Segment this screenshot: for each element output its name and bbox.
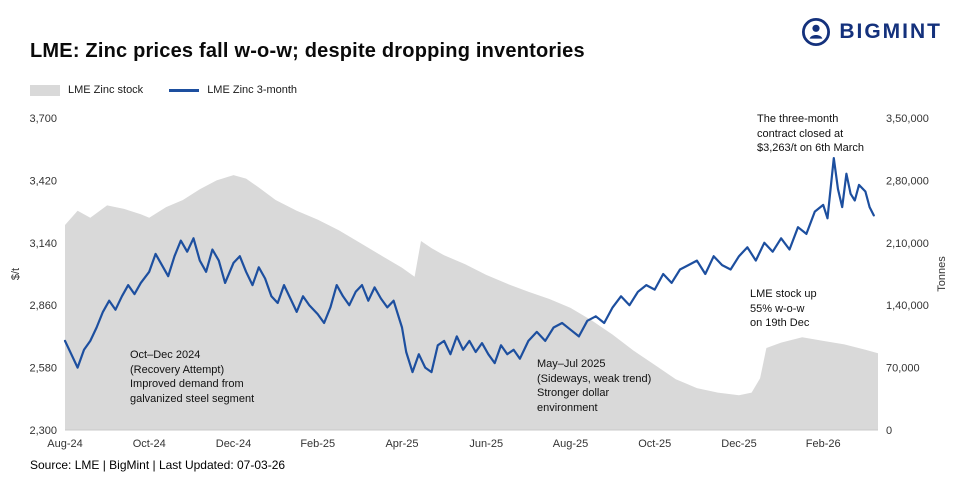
legend-item-zinc-stock: LME Zinc stock: [30, 84, 143, 96]
right-axis-tick-label: 3,50,000: [886, 113, 929, 125]
legend-swatch-line: [169, 88, 200, 92]
bigmint-logo-text: BIGMINT: [839, 20, 942, 43]
right-axis-tick-label: 70,000: [886, 363, 920, 375]
right-axis-title: Tonnes: [936, 256, 948, 292]
x-axis-tick-label: Oct-25: [638, 438, 671, 450]
bigmint-logo-icon: [802, 17, 831, 47]
x-axis-tick-label: Feb-25: [300, 438, 335, 450]
left-axis-tick-label: 3,420: [29, 175, 57, 187]
annotation-stock-up: LME stock up 55% w-o-w on 19th Dec: [750, 288, 817, 329]
x-axis-tick-label: Apr-25: [385, 438, 418, 450]
x-axis-tick-label: Aug-24: [47, 438, 82, 450]
zinc-price-line: [63, 157, 875, 374]
left-axis-title: $/t: [10, 267, 22, 281]
x-axis-tick-label: Jun-25: [469, 438, 503, 450]
page-title: LME: Zinc prices fall w-o-w; despite dro…: [30, 40, 585, 62]
x-axis-tick-label: Dec-24: [216, 438, 251, 450]
annotation-contract-close: The three-month contract closed at $3,26…: [757, 113, 865, 154]
annotation-recovery-attempt: Oct–Dec 2024 (Recovery Attempt) Improved…: [130, 349, 255, 405]
x-axis-tick-label: Oct-24: [133, 438, 166, 450]
left-axis-tick-label: 2,580: [29, 363, 57, 375]
right-axis-tick-label: 0: [886, 425, 892, 437]
legend-label-zinc-3month: LME Zinc 3-month: [207, 84, 298, 96]
left-axis-tick-label: 3,700: [29, 113, 57, 125]
left-axis-tick-label: 3,140: [29, 238, 57, 250]
right-axis-tick-label: 2,10,000: [886, 238, 929, 250]
annotation-sideways-trend: May–Jul 2025 (Sideways, weak trend) Stro…: [537, 358, 652, 414]
x-axis-tick-label: Feb-26: [806, 438, 841, 450]
legend-item-zinc-3month: LME Zinc 3-month: [169, 84, 297, 96]
legend-label-zinc-stock: LME Zinc stock: [68, 84, 144, 96]
right-axis-tick-label: 2,80,000: [886, 175, 929, 187]
chart-legend: LME Zinc stock LME Zinc 3-month: [30, 84, 297, 96]
legend-swatch-area: [30, 84, 60, 96]
x-axis-tick-label: Aug-25: [553, 438, 588, 450]
source-line: Source: LME | BigMint | Last Updated: 07…: [30, 458, 286, 472]
x-axis-tick-label: Dec-25: [721, 438, 756, 450]
right-axis-tick-label: 1,40,000: [886, 300, 929, 312]
zinc-stock-area: [65, 175, 878, 430]
bigmint-logo: BIGMINT: [801, 17, 942, 47]
left-axis-tick-label: 2,860: [29, 300, 57, 312]
left-axis-tick-label: 2,300: [29, 425, 57, 437]
